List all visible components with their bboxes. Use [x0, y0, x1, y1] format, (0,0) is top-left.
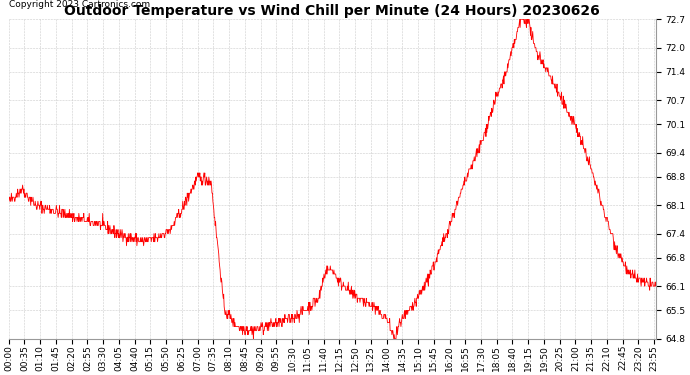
Title: Outdoor Temperature vs Wind Chill per Minute (24 Hours) 20230626: Outdoor Temperature vs Wind Chill per Mi… [64, 4, 600, 18]
Text: Copyright 2023 Cartronics.com: Copyright 2023 Cartronics.com [9, 0, 150, 9]
